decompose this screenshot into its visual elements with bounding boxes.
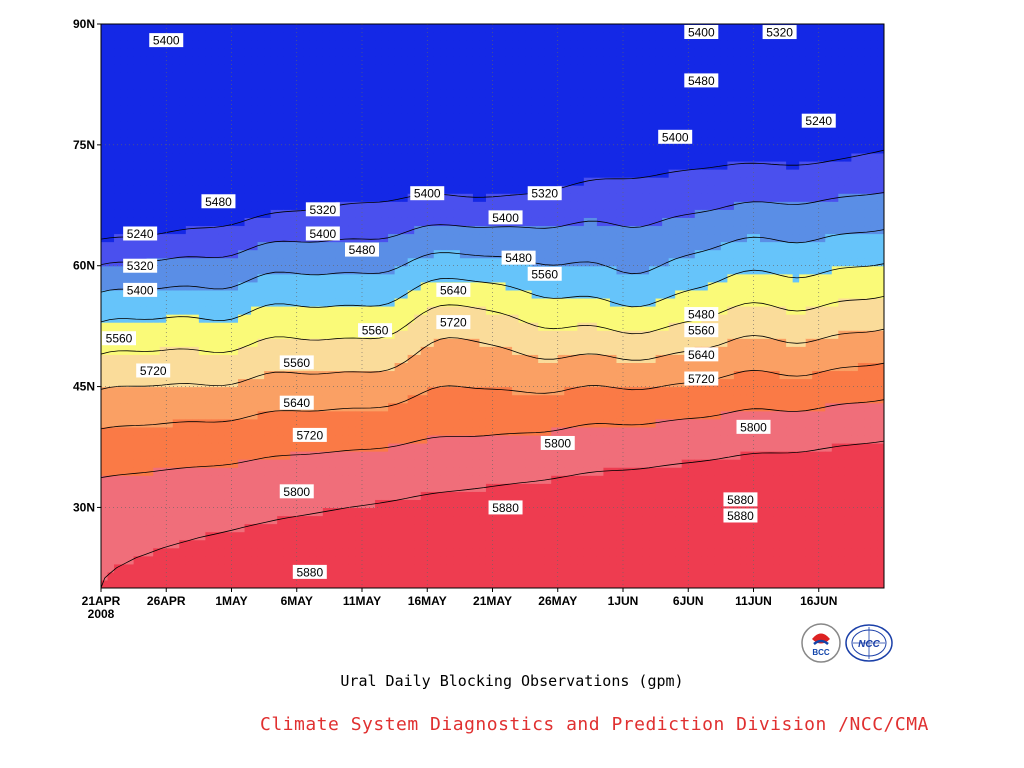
contour-label: 5640 bbox=[684, 347, 719, 362]
contour-label: 5640 bbox=[279, 395, 314, 410]
contour-lines bbox=[101, 149, 884, 588]
contour-label: 5560 bbox=[358, 323, 393, 338]
bcc-logo-label: BCC bbox=[812, 648, 830, 657]
bcc-logo-icon: BCC bbox=[801, 623, 841, 663]
y-tick-label: 75N bbox=[73, 138, 95, 152]
contour-line-5880 bbox=[101, 440, 884, 588]
ncc-logo-icon: NCC bbox=[845, 624, 893, 662]
contour-label: 5400 bbox=[149, 33, 184, 48]
contour-label: 5480 bbox=[345, 242, 379, 257]
contour-label: 5800 bbox=[540, 435, 575, 450]
x-tick-label: 1JUN bbox=[608, 594, 639, 608]
contour-label: 5480 bbox=[501, 250, 536, 265]
y-tick-label: 30N bbox=[73, 500, 95, 514]
contour-label: 5560 bbox=[527, 266, 562, 281]
contour-labels: 5400 5400 5320 5480 5400 5240 5480 5240 5320 5400… bbox=[102, 25, 836, 579]
contour-line-5640 bbox=[101, 328, 884, 390]
y-tick-label: 60N bbox=[73, 259, 95, 273]
ncc-logo-label: NCC bbox=[858, 639, 880, 650]
contour-line-5480 bbox=[101, 263, 884, 323]
x-tick-label: 16MAY bbox=[408, 594, 447, 608]
contour-label: 5400 bbox=[658, 129, 693, 144]
contour-label: 5400 bbox=[305, 226, 340, 241]
contour-label: 5320 bbox=[123, 258, 158, 273]
contour-label: 5720 bbox=[684, 371, 719, 386]
x-tick-label: 21MAY bbox=[473, 594, 512, 608]
contour-label: 5240 bbox=[801, 113, 836, 128]
x-tick-label: 26APR bbox=[147, 594, 186, 608]
contour-label: 5880 bbox=[292, 564, 327, 579]
x-tick-label: 11MAY bbox=[343, 594, 381, 608]
credit-line: Climate System Diagnostics and Predictio… bbox=[260, 714, 929, 735]
contour-label: 5480 bbox=[201, 194, 236, 209]
y-axis: 30N 45N 60N 75N 90N bbox=[73, 17, 101, 514]
x-tick-label: 16JUN bbox=[800, 594, 837, 608]
contour-label: 5400 bbox=[123, 282, 158, 297]
x-tick-label: 26MAY bbox=[538, 594, 577, 608]
contour-label: 5480 bbox=[684, 307, 719, 322]
contour-label: 5320 bbox=[305, 202, 340, 217]
contour-label: 5880 bbox=[488, 500, 523, 515]
chart-subtitle: Ural Daily Blocking Observations (gpm) bbox=[340, 672, 684, 690]
contour-label: 5560 bbox=[102, 331, 136, 346]
contour-label: 5720 bbox=[436, 315, 471, 330]
y-tick-label: 45N bbox=[73, 380, 95, 394]
contour-label: 5720 bbox=[292, 427, 327, 442]
contour-label: 5880 bbox=[723, 508, 758, 523]
x-tick-label: 1MAY bbox=[215, 594, 247, 608]
contour-label: 5320 bbox=[527, 186, 562, 201]
contour-line-5320 bbox=[101, 192, 884, 265]
contour-label: 5800 bbox=[736, 419, 771, 434]
contour-label: 5400 bbox=[488, 210, 523, 225]
x-year-label: 2008 bbox=[88, 607, 115, 621]
x-axis: 21APR 26APR 1MAY 6MAY 11MAY 16MAY 21MAY 26MAY 1J… bbox=[82, 588, 837, 621]
x-tick-label: 11JUN bbox=[735, 594, 772, 608]
contour-line-5800 bbox=[101, 399, 884, 478]
contour-label: 5560 bbox=[279, 355, 314, 370]
contour-label: 5320 bbox=[762, 25, 797, 40]
contour-label: 5640 bbox=[436, 282, 471, 297]
contour-label: 5240 bbox=[123, 226, 158, 241]
contour-label: 5480 bbox=[684, 73, 719, 88]
contour-label: 5720 bbox=[136, 363, 171, 378]
contour-label: 5400 bbox=[410, 186, 445, 201]
contour-label: 5880 bbox=[723, 492, 758, 507]
x-tick-label: 6MAY bbox=[281, 594, 313, 608]
x-tick-label: 6JUN bbox=[673, 594, 704, 608]
x-tick-label: 21APR bbox=[82, 594, 121, 608]
contour-label: 5560 bbox=[684, 323, 719, 338]
grid-lines bbox=[101, 24, 884, 588]
contour-label: 5800 bbox=[279, 484, 314, 499]
contour-line-5400 bbox=[101, 229, 884, 293]
contour-label: 5400 bbox=[684, 25, 719, 40]
y-tick-label: 90N bbox=[73, 17, 95, 31]
